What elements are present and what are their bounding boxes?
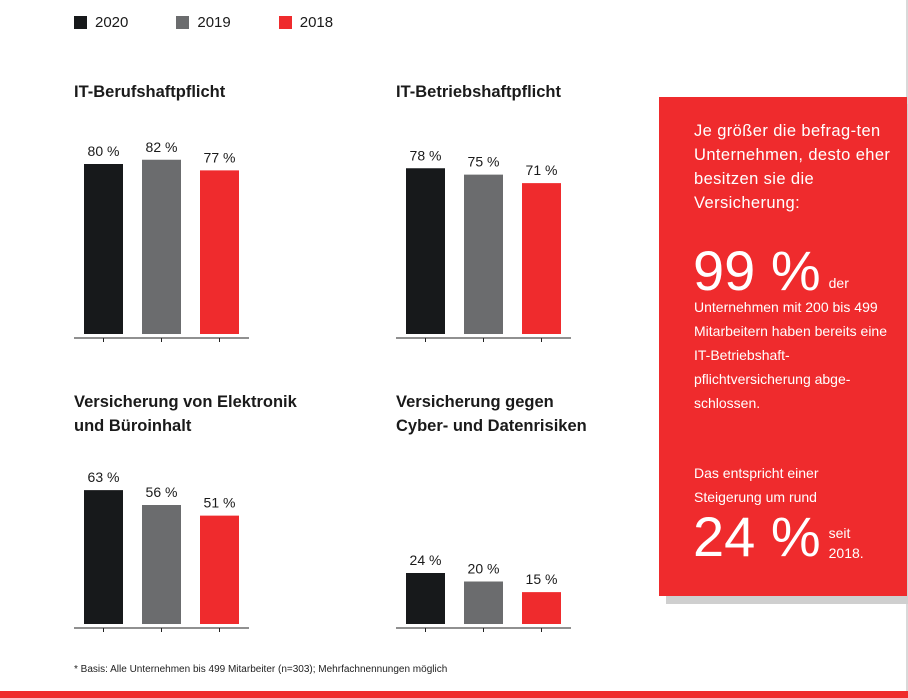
chart-it-betriebshaftpflicht: IT-Betriebshaftpflicht 78 % 75 % 71 % — [396, 80, 571, 350]
data-label-2020: 78 % — [410, 147, 442, 163]
bar-2020 — [84, 164, 123, 334]
chart-title-line-2: Cyber- und Datenrisiken — [396, 417, 587, 435]
data-label-2020: 63 % — [88, 469, 120, 485]
chart-title-line-2: und Büroinhalt — [74, 417, 192, 435]
callout-big-suffix: der — [828, 275, 849, 291]
chart-cyber-datenrisiken: Versicherung gegen Cyber- und Datenrisik… — [396, 390, 616, 640]
chart-title: IT-Betriebshaftpflicht — [396, 83, 562, 101]
legend-swatch — [74, 16, 87, 29]
data-label-2019: 20 % — [468, 561, 500, 577]
bar-2018 — [522, 592, 561, 624]
legend-item-2019: 2019 — [176, 14, 231, 31]
bar-2019 — [142, 159, 181, 334]
data-label-2019: 56 % — [146, 484, 178, 500]
legend-label: 2020 — [95, 14, 129, 31]
bar-2019 — [464, 581, 503, 624]
bar-2018 — [200, 170, 239, 334]
legend-label: 2018 — [299, 14, 334, 31]
callout-big-number-2: 24 % — [693, 505, 821, 568]
callout-highlight-24: 24 % seit 2018. — [693, 509, 879, 565]
chart-title: IT-Berufshaftpflicht — [74, 83, 226, 101]
legend-item-2020: 2020 — [74, 14, 128, 31]
bar-chart-svg: 63 % 56 % 51 % — [74, 469, 249, 632]
bar-2018 — [200, 515, 239, 624]
bar-chart-svg: 78 % 75 % 71 % — [396, 147, 571, 342]
data-label-2018: 51 % — [204, 495, 236, 511]
chart-title-line-1: Versicherung von Elektronik — [74, 393, 297, 411]
bar-2020 — [84, 490, 123, 624]
callout-body-text: Unternehmen mit 200 bis 499 Mitarbeitern… — [694, 299, 888, 411]
callout-body-text-2: Das entspricht einer Steigerung um rund — [694, 465, 819, 505]
data-label-2018: 15 % — [526, 571, 558, 587]
footnote: * Basis: Alle Unternehmen bis 499 Mitarb… — [74, 664, 448, 675]
bar-2020 — [406, 573, 445, 624]
callout-lead-text: Je größer die befrag-ten Unternehmen, de… — [694, 122, 891, 212]
legend-swatch — [176, 16, 190, 29]
bar-2020 — [406, 168, 445, 334]
chart-elektronik-bueroinhalt: Versicherung von Elektronik und Büroinha… — [74, 390, 314, 640]
data-label-2018: 77 % — [204, 149, 236, 165]
bar-chart-svg: 80 % 82 % 77 % — [74, 139, 249, 342]
legend-label: 2019 — [197, 14, 231, 31]
data-label-2018: 71 % — [526, 162, 558, 178]
bar-2019 — [464, 174, 503, 334]
chart-title-line-1: Versicherung gegen — [396, 393, 554, 411]
chart-it-berufshaftpflicht: IT-Berufshaftpflicht 80 % 82 % 77 % — [74, 80, 249, 350]
data-label-2019: 75 % — [468, 154, 500, 170]
data-label-2020: 80 % — [88, 143, 120, 159]
legend-swatch — [278, 16, 292, 29]
bottom-accent-bar — [0, 691, 908, 698]
callout-big-suffix-2: seit 2018. — [828, 525, 864, 561]
callout-box: Je größer die befrag-ten Unternehmen, de… — [659, 97, 907, 596]
data-label-2019: 82 % — [146, 139, 178, 155]
data-label-2020: 24 % — [410, 552, 442, 568]
callout-big-number: 99 % — [693, 239, 821, 302]
bar-2018 — [522, 183, 561, 334]
bar-2019 — [142, 505, 181, 624]
callout-highlight-99: 99 % der — [693, 243, 849, 299]
legend: 2020 2019 2018 — [74, 14, 333, 31]
legend-item-2018: 2018 — [278, 14, 334, 31]
bar-chart-svg: 24 % 20 % 15 % — [396, 552, 571, 632]
